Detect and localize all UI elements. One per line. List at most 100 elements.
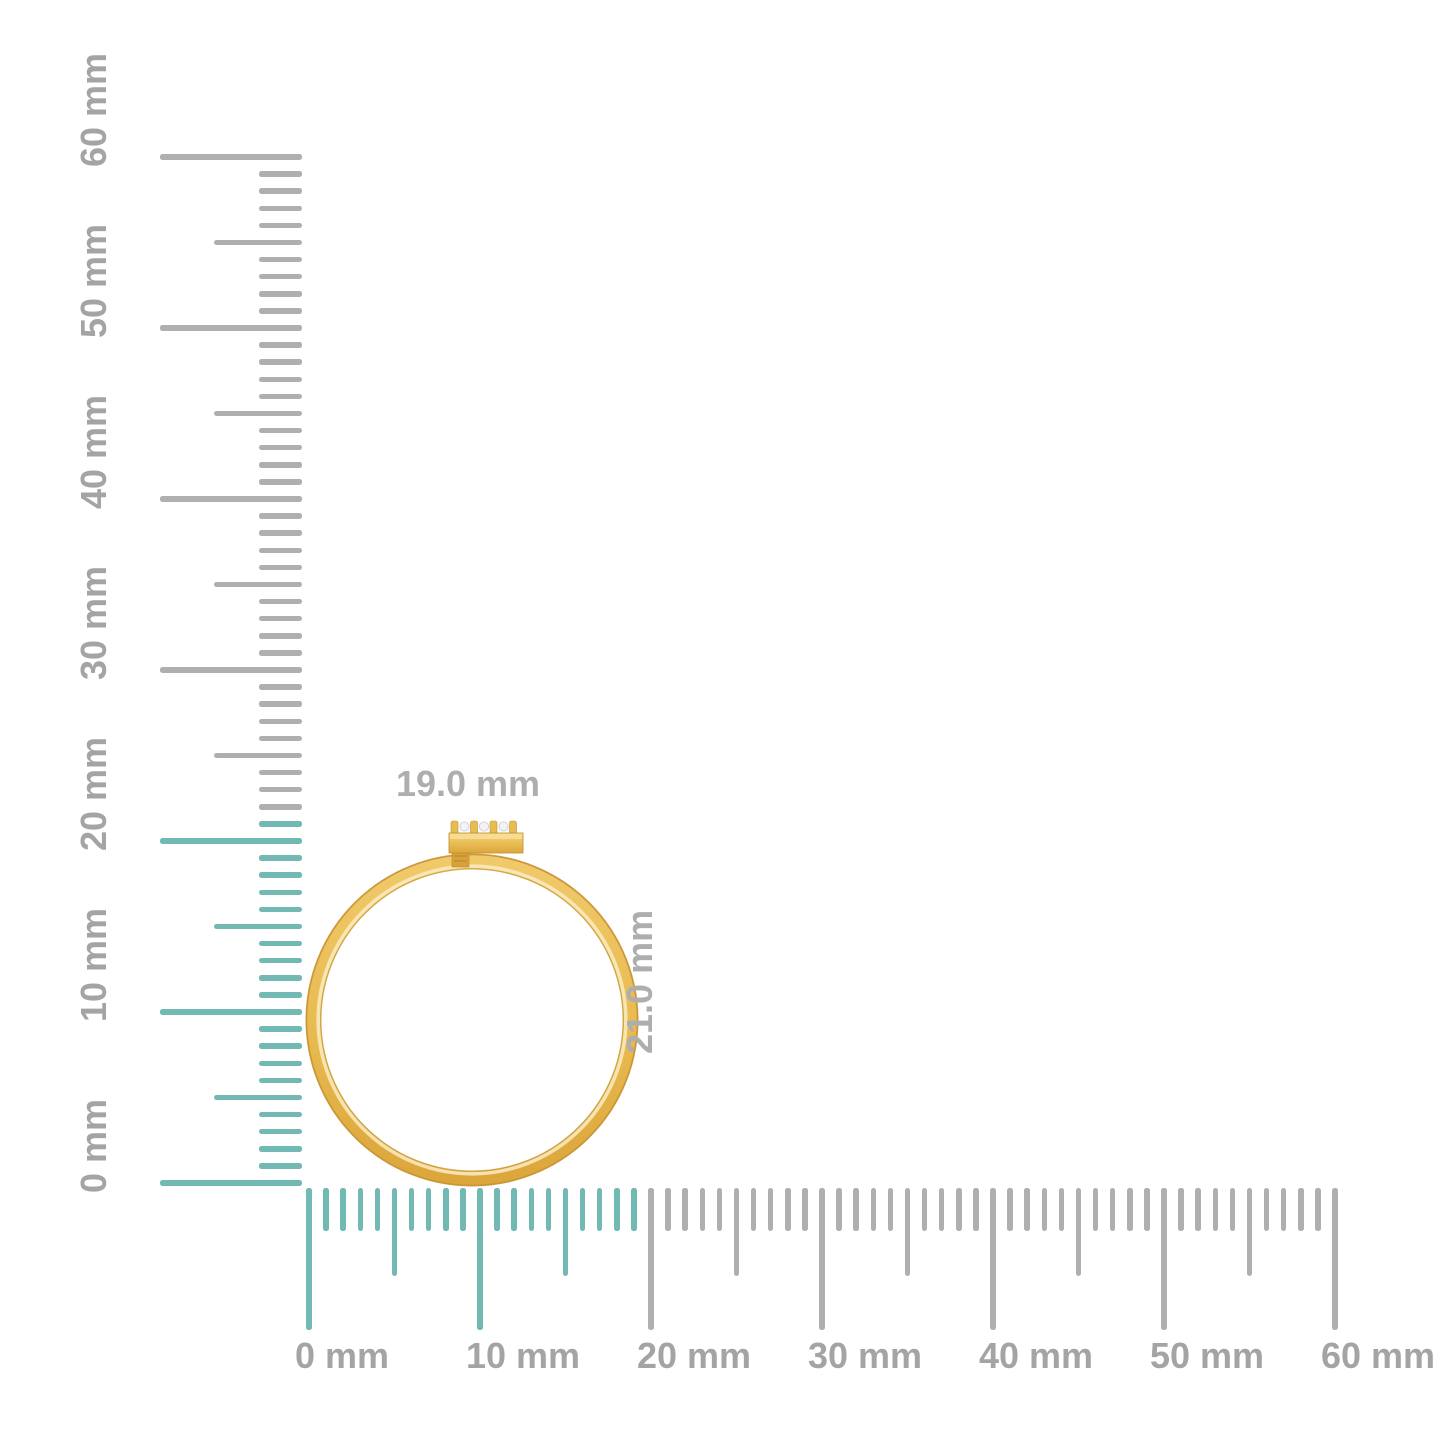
horizontal-ruler-tick <box>973 1188 979 1231</box>
horizontal-ruler-label: 60 mm <box>1321 1335 1436 1376</box>
ring-band-body <box>306 854 638 1186</box>
horizontal-ruler-tick <box>323 1188 329 1231</box>
vertical-ruler-tick <box>259 786 302 793</box>
vertical-ruler-tick <box>259 376 302 383</box>
horizontal-ruler-tick <box>990 1188 996 1330</box>
diamond <box>498 821 509 832</box>
horizontal-ruler-tick <box>1263 1188 1270 1231</box>
horizontal-ruler-tick <box>443 1188 449 1231</box>
horizontal-ruler-tick <box>579 1188 586 1231</box>
vertical-ruler-tick <box>259 701 302 707</box>
horizontal-ruler-tick <box>665 1188 671 1231</box>
ring-band <box>305 853 639 1187</box>
horizontal-ruler-tick <box>802 1188 808 1231</box>
vertical-ruler-tick <box>259 940 302 947</box>
vertical-ruler-tick <box>259 633 302 639</box>
vertical-ruler-tick <box>259 1077 302 1084</box>
vertical-ruler-tick <box>259 650 302 656</box>
vertical-ruler-tick <box>259 547 302 554</box>
horizontal-ruler-tick <box>357 1188 364 1231</box>
ring-band-inner-highlight <box>316 864 628 1176</box>
horizontal-ruler-tick <box>511 1188 517 1231</box>
horizontal-ruler-tick <box>545 1188 552 1231</box>
ring-band-outer-edge <box>305 853 639 1187</box>
horizontal-ruler-tick <box>614 1188 620 1231</box>
vertical-ruler-tick <box>259 1163 302 1169</box>
ring-setting <box>448 820 524 868</box>
vertical-ruler-tick <box>160 325 302 331</box>
horizontal-ruler-tick <box>819 1188 825 1330</box>
vertical-ruler-tick <box>160 667 302 673</box>
horizontal-ruler-tick <box>1315 1188 1321 1231</box>
horizontal-ruler-tick <box>340 1188 346 1231</box>
horizontal-ruler-tick <box>1109 1188 1116 1231</box>
horizontal-ruler-tick <box>1246 1188 1253 1276</box>
horizontal-ruler-tick <box>1024 1188 1030 1231</box>
vertical-ruler-tick <box>259 479 302 485</box>
horizontal-ruler-tick <box>1127 1188 1133 1231</box>
vertical-ruler-tick <box>259 889 302 896</box>
vertical-ruler-tick <box>259 1111 302 1118</box>
horizontal-ruler-tick <box>853 1188 859 1231</box>
horizontal-ruler-tick <box>767 1188 774 1231</box>
ring-band-inner-edge <box>320 868 624 1172</box>
vertical-ruler-label: 50 mm <box>73 223 114 338</box>
horizontal-ruler-tick <box>596 1188 603 1231</box>
vertical-ruler-tick <box>214 410 302 417</box>
vertical-ruler-label: 40 mm <box>73 394 114 509</box>
horizontal-ruler-tick <box>750 1188 757 1231</box>
vertical-ruler-tick <box>214 1094 302 1101</box>
setting-tab <box>451 850 470 868</box>
horizontal-ruler-tick <box>904 1188 911 1276</box>
vertical-ruler-tick <box>259 444 302 451</box>
horizontal-ruler-tick <box>921 1188 928 1231</box>
horizontal-ruler-tick <box>836 1188 842 1231</box>
vertical-ruler-tick <box>259 273 302 280</box>
vertical-ruler-tick <box>259 188 302 194</box>
vertical-ruler-tick <box>259 222 302 229</box>
vertical-ruler-label: 20 mm <box>73 736 114 851</box>
vertical-ruler-tick <box>259 462 302 468</box>
vertical-ruler-tick <box>259 872 302 878</box>
vertical-ruler-tick <box>259 1026 302 1032</box>
horizontal-ruler-tick <box>1212 1188 1219 1231</box>
vertical-ruler-tick <box>214 581 302 588</box>
vertical-ruler-tick <box>259 1060 302 1067</box>
vertical-ruler-tick <box>214 752 302 759</box>
vertical-ruler-tick <box>259 804 302 810</box>
vertical-ruler-tick <box>259 513 302 519</box>
vertical-ruler-tick <box>259 530 302 536</box>
horizontal-ruler-tick <box>716 1188 723 1231</box>
vertical-ruler-tick <box>160 154 302 160</box>
vertical-ruler-tick <box>259 957 302 964</box>
horizontal-ruler-tick <box>956 1188 962 1231</box>
vertical-ruler-tick <box>160 1180 302 1186</box>
vertical-ruler-label: 0 mm <box>73 1098 114 1193</box>
horizontal-ruler-tick <box>785 1188 791 1231</box>
horizontal-ruler-tick <box>1075 1188 1082 1276</box>
horizontal-ruler-tick <box>391 1188 398 1276</box>
horizontal-ruler-tick <box>528 1188 535 1231</box>
vertical-ruler-label: 60 mm <box>73 52 114 167</box>
horizontal-ruler-tick <box>938 1188 945 1231</box>
horizontal-ruler-tick <box>1280 1188 1287 1231</box>
horizontal-ruler-tick <box>733 1188 740 1276</box>
vertical-ruler-tick <box>160 1009 302 1015</box>
vertical-ruler-tick <box>259 598 302 605</box>
vertical-ruler-tick <box>259 855 302 861</box>
horizontal-ruler-tick <box>494 1188 500 1231</box>
horizontal-ruler-tick <box>374 1188 381 1231</box>
vertical-ruler-tick <box>214 923 302 930</box>
horizontal-ruler-label: 40 mm <box>979 1335 1094 1376</box>
vertical-ruler-tick <box>214 239 302 246</box>
horizontal-ruler-tick <box>1144 1188 1150 1231</box>
horizontal-ruler-label: 20 mm <box>637 1335 752 1376</box>
diamond <box>478 821 489 832</box>
vertical-ruler-tick <box>259 256 302 263</box>
horizontal-ruler-label: 10 mm <box>466 1335 581 1376</box>
horizontal-ruler-tick <box>682 1188 688 1231</box>
diamond <box>459 821 470 832</box>
horizontal-ruler-tick <box>1195 1188 1201 1231</box>
ring-height-dimension: 21.0 mm <box>619 909 660 1054</box>
